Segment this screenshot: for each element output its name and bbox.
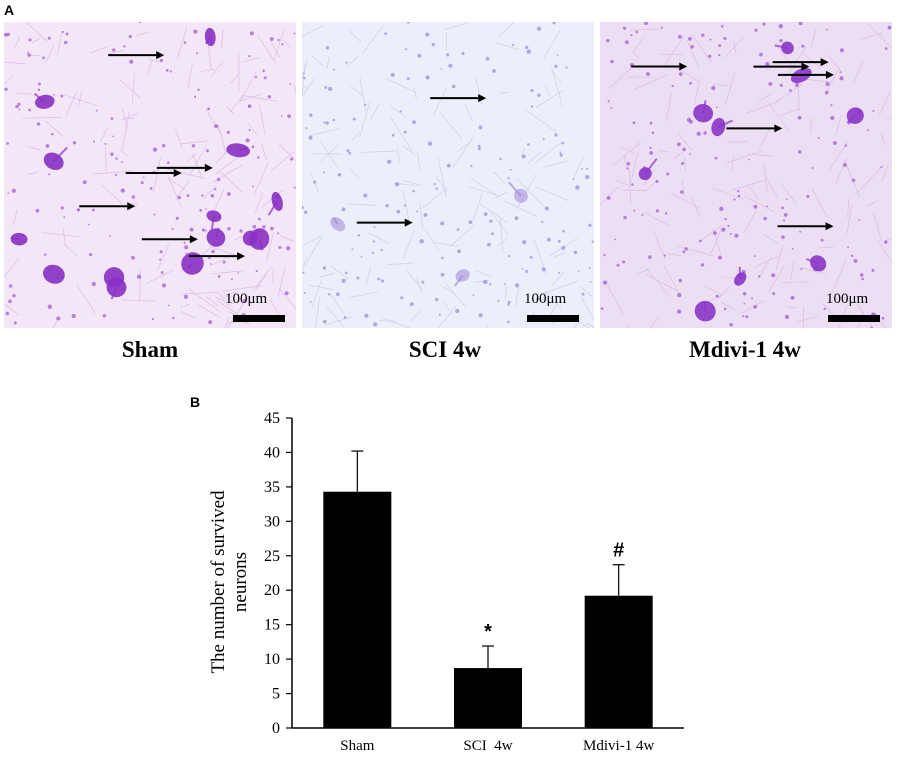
y-tick-label: 40	[264, 444, 280, 461]
bar-3	[584, 595, 653, 728]
caption-sham: Sham	[121, 337, 179, 362]
y-axis-label: The number of survived neurons	[208, 490, 251, 674]
caption-sci: SCI 4w	[408, 337, 482, 362]
y-axis-label-line-1: The number of survived	[208, 490, 229, 674]
micrograph-sham	[4, 22, 296, 328]
y-tick-label: 10	[264, 651, 280, 668]
y-tick-label: 5	[272, 686, 280, 703]
y-axis-label-line-2: neurons	[230, 552, 251, 612]
scale-label-sham: 100μm	[225, 291, 268, 307]
x-tick-label-3: Mdivi-1 4w	[583, 738, 654, 754]
significance-mark-3: #	[613, 540, 624, 562]
micrograph-sci-image	[302, 22, 594, 328]
micrograph-mdivi	[600, 22, 892, 328]
y-tick-label: 25	[264, 548, 280, 565]
bar-2	[454, 668, 522, 728]
y-tick-label: 0	[272, 720, 280, 737]
bar-1	[323, 491, 392, 728]
bars: Sham * SCI 4w # Mdivi-1 4w	[323, 450, 654, 754]
x-tick-label-1: Sham	[340, 738, 375, 754]
micrograph-mdivi-image	[600, 22, 892, 328]
significance-mark-2: *	[484, 621, 492, 643]
y-tick-label: 30	[264, 513, 280, 530]
caption-mdivi: Mdivi-1 4w	[689, 337, 801, 362]
x-tick-label-2: SCI 4w	[463, 738, 512, 754]
micrograph-sham-image	[4, 22, 296, 328]
y-tick-label: 20	[264, 582, 280, 599]
panel-b-letter: B	[190, 394, 201, 410]
scale-bar-sci	[527, 315, 579, 322]
panel-a-letter: A	[4, 2, 15, 18]
scale-label-sci: 100μm	[524, 291, 567, 307]
y-tick-label: 45	[264, 410, 280, 427]
y-tick-label: 15	[264, 617, 280, 634]
micrograph-sci	[302, 22, 594, 328]
scale-bar-sham	[233, 315, 285, 322]
y-tick-label: 35	[264, 479, 280, 496]
scale-bar-mdivi	[828, 315, 880, 322]
scale-label-mdivi: 100μm	[826, 291, 869, 307]
